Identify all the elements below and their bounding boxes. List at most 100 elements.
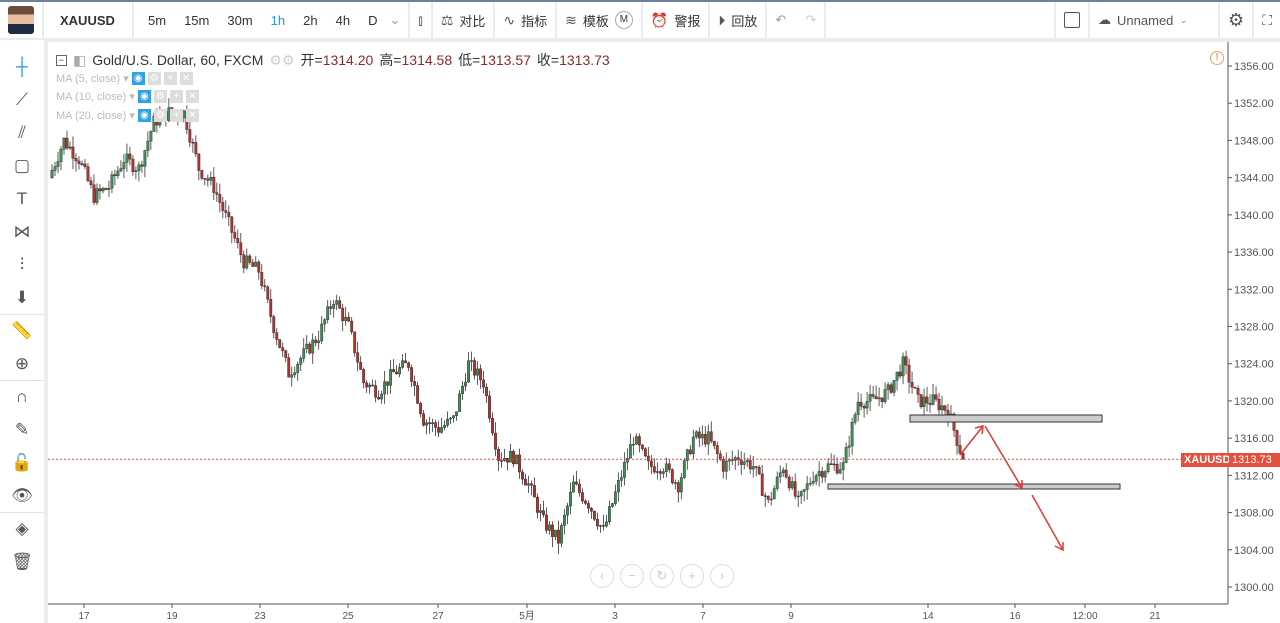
indicator-ma5[interactable]: MA (5, close) ▾ ◉ ⚙ + ✕ — [56, 72, 193, 85]
alert-warning-icon[interactable]: ! — [1210, 51, 1224, 65]
eye-icon[interactable]: ◉ — [131, 72, 145, 85]
pattern-icon[interactable]: ⋈ — [13, 221, 31, 241]
gear-icon[interactable]: ⚙ — [147, 72, 161, 85]
candle-body — [613, 491, 617, 504]
scroll-left-button[interactable]: ‹ — [590, 564, 614, 588]
lock-icon[interactable]: 🔓 — [11, 452, 33, 472]
candle-body — [272, 316, 276, 333]
candle-body — [913, 386, 917, 389]
replay-button[interactable]: ⏵ 回放 — [710, 2, 766, 38]
series-title[interactable]: Gold/U.S. Dollar, 60, FXCM — [92, 52, 264, 68]
drawn-arrows[interactable] — [959, 425, 1064, 552]
candle-body — [715, 445, 719, 454]
candle-body — [296, 363, 300, 373]
close-icon[interactable]: ✕ — [185, 90, 199, 103]
plus-icon[interactable]: + — [169, 109, 183, 122]
candle-body — [344, 316, 348, 321]
timeframe-4h[interactable]: 4h — [335, 12, 351, 28]
candle-body — [509, 451, 512, 463]
candle-body — [599, 525, 602, 527]
timeframe-15m[interactable]: 15m — [184, 12, 210, 28]
series-settings-icon[interactable]: ⚙⚙ — [269, 51, 295, 68]
collapse-icon[interactable]: − — [56, 54, 67, 66]
indicator-ma10[interactable]: MA (10, close) ▾ ◉ ⚙ + ✕ — [56, 90, 199, 103]
timeframe-2h[interactable]: 2h — [303, 12, 318, 28]
eye-icon[interactable]: 👁 — [11, 485, 33, 505]
fullscreen-toggle[interactable] — [1056, 2, 1089, 38]
candle-body — [449, 417, 452, 420]
candle-body — [548, 524, 551, 531]
pencil-lock-icon[interactable]: ✎ — [14, 419, 30, 439]
candle-body — [419, 403, 422, 414]
ruler-icon[interactable]: 📏 — [0, 314, 44, 347]
candle-body — [98, 188, 102, 192]
text-icon[interactable]: T — [16, 188, 28, 208]
zoom-out-button[interactable]: − — [620, 564, 644, 588]
candle-body — [329, 306, 333, 309]
price-chart[interactable]: 1356.00 1352.00 1348.00 1344.00 1340.00 1336.… — [48, 42, 1280, 623]
prediction-icon[interactable]: ⫶ — [19, 254, 25, 274]
eye-icon[interactable]: ◉ — [137, 109, 151, 122]
candle-body — [637, 436, 641, 446]
arrow-down-icon[interactable]: ⬇ — [14, 287, 30, 307]
redo-icon[interactable]: ↷ — [805, 12, 817, 27]
scroll-right-button[interactable]: › — [710, 564, 734, 588]
avatar[interactable] — [0, 2, 42, 38]
close-icon[interactable]: ✕ — [179, 72, 193, 85]
candle-body — [407, 362, 411, 368]
gear-icon[interactable]: ⚙ — [153, 109, 167, 122]
close-icon[interactable]: ✕ — [185, 109, 199, 122]
indicator-ma20[interactable]: MA (20, close) ▾ ◉ ⚙ + ✕ — [56, 109, 199, 122]
y-tick-label: 1328.00 — [1234, 322, 1274, 334]
candle-body — [904, 356, 908, 366]
candle-body — [281, 347, 285, 352]
reset-button[interactable]: ↻ — [650, 564, 674, 588]
rectangle-icon[interactable]: ▢ — [13, 155, 31, 175]
trash-icon[interactable]: 🗑 — [11, 551, 33, 571]
alert-button[interactable]: ⏰ 警报 — [642, 2, 709, 38]
layout-dropdown[interactable]: ☁ Unnamed ⌄ — [1090, 2, 1219, 38]
crosshair-icon[interactable]: ┼ — [15, 56, 29, 76]
candle-body — [194, 142, 198, 155]
compare-button[interactable]: ⚖ 对比 — [432, 2, 494, 38]
maximize-button[interactable]: ⛶ — [1254, 2, 1280, 38]
eye-icon[interactable]: ◉ — [137, 90, 151, 103]
layers-icon[interactable]: ◈ — [0, 512, 44, 545]
drawn-rectangle-support[interactable] — [827, 483, 1121, 490]
candle-body — [829, 463, 833, 465]
gear-icon[interactable]: ⚙ — [153, 90, 167, 103]
fib-icon[interactable]: ⫽ — [18, 122, 26, 142]
chevron-down-icon[interactable]: ⌄ — [389, 12, 401, 27]
magnet-icon[interactable]: ∩ — [0, 380, 44, 413]
chart-pane[interactable]: − ◧ Gold/U.S. Dollar, 60, FXCM ⚙⚙ 开= 1314… — [48, 42, 1280, 623]
timeframe-5m[interactable]: 5m — [148, 12, 167, 28]
candle-body — [587, 503, 590, 509]
timeframe-1h[interactable]: 1h — [270, 12, 286, 28]
candle-body — [724, 460, 728, 472]
candle-body — [790, 481, 794, 489]
timeframe-D[interactable]: D — [368, 12, 378, 28]
drawn-rectangle-resistance[interactable] — [909, 414, 1103, 423]
candle-body — [712, 440, 716, 446]
zoom-in-icon[interactable]: ⊕ — [14, 353, 30, 373]
plus-icon[interactable]: + — [169, 90, 183, 103]
trendline-icon[interactable]: ⟋ — [16, 89, 28, 109]
plus-icon[interactable]: + — [163, 72, 177, 85]
zoom-in-button[interactable]: + — [680, 564, 704, 588]
candle-body — [835, 463, 839, 474]
candle-body — [326, 306, 330, 320]
undo-icon[interactable]: ↶ — [775, 12, 787, 27]
candle-body — [359, 362, 363, 370]
candle-body — [628, 444, 632, 459]
timeframe-30m[interactable]: 30m — [227, 12, 253, 28]
chart-type-button[interactable]: ⫾ — [410, 2, 431, 38]
settings-button[interactable]: ⚙ — [1220, 2, 1253, 38]
candle-body — [754, 466, 758, 468]
indicators-button[interactable]: ∿ 指标 — [495, 2, 556, 38]
symbol-search[interactable]: XAUUSD — [44, 2, 132, 38]
candle-body — [763, 495, 767, 497]
candle-body — [356, 352, 360, 363]
candle-body — [146, 140, 150, 151]
candle-body — [817, 471, 821, 476]
templates-button[interactable]: ≋ 模板 M — [557, 2, 641, 38]
